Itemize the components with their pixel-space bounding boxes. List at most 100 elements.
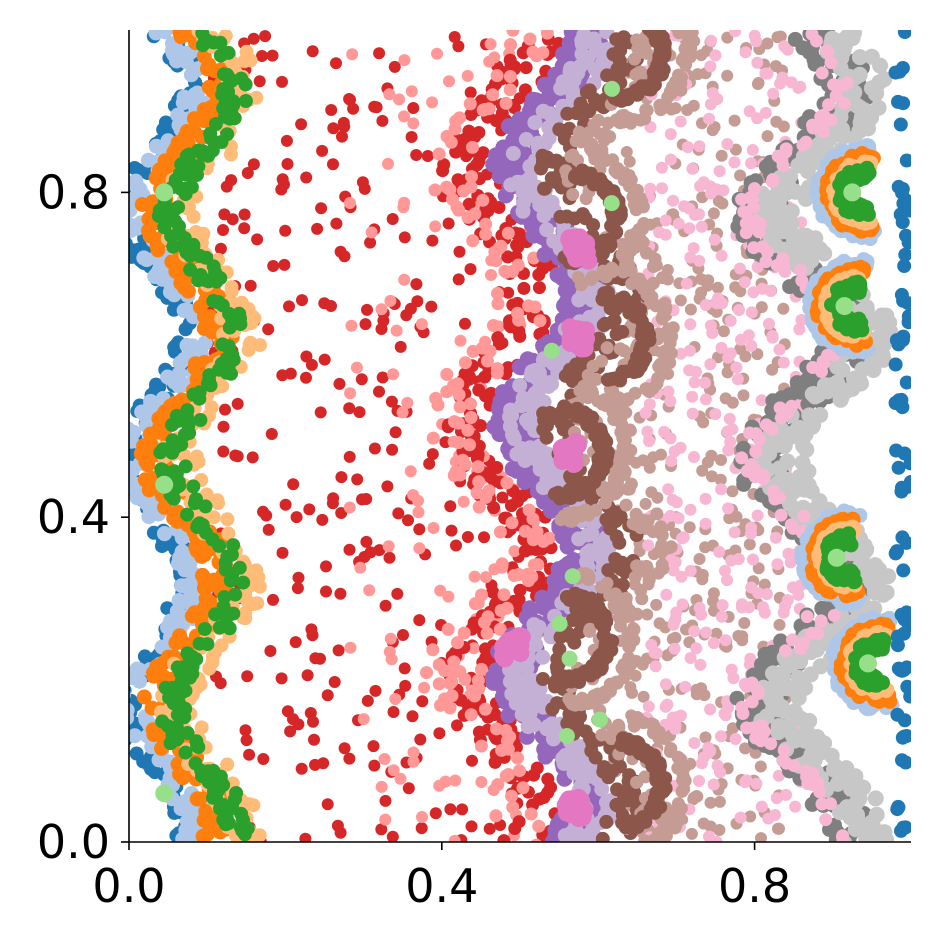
- red-point: [375, 823, 388, 836]
- tan-point: [726, 485, 739, 498]
- red-point: [275, 672, 288, 685]
- red-point: [381, 480, 394, 493]
- brown-point: [584, 743, 599, 758]
- light-pink-point: [719, 709, 732, 722]
- tan-point: [631, 518, 645, 532]
- tan-point: [628, 844, 641, 857]
- salmon-point: [363, 584, 376, 597]
- red-point: [450, 539, 462, 552]
- tan-point: [585, 270, 599, 284]
- light-pink-point: [779, 142, 793, 156]
- red-point: [464, 86, 477, 99]
- light-pink-point: [679, 680, 692, 693]
- light-pink-point: [656, 182, 668, 195]
- red-point: [383, 551, 396, 564]
- light-pink-point: [724, 314, 737, 327]
- light-pink-point: [745, 306, 758, 319]
- brown-point: [628, 10, 642, 24]
- brown-point: [578, 104, 593, 119]
- light-pink-point: [703, 112, 715, 125]
- brown-point: [633, 13, 647, 27]
- tan-point: [581, 391, 595, 405]
- brown-point: [613, 560, 628, 575]
- light-gray-point: [875, 586, 892, 603]
- red-point: [444, 803, 457, 816]
- red-point: [314, 652, 326, 665]
- brown-point: [617, 792, 632, 807]
- red-point: [239, 724, 252, 737]
- tan-point: [729, 281, 742, 294]
- light-gray-point: [839, 799, 855, 816]
- tan-point: [695, 49, 708, 62]
- light-pink-point: [699, 517, 712, 530]
- tan-point: [619, 433, 632, 447]
- red-point: [316, 513, 329, 526]
- light-pink-point: [796, 138, 810, 152]
- red-point: [462, 197, 476, 211]
- red-point: [330, 57, 342, 70]
- light-pink-point: [688, 376, 701, 389]
- brown-point: [570, 671, 585, 686]
- salmon-point: [499, 96, 513, 110]
- salmon-point: [350, 361, 363, 374]
- tan-point: [690, 790, 703, 802]
- brown-point: [534, 161, 548, 176]
- red-point: [459, 317, 471, 330]
- salmon-point: [457, 495, 470, 508]
- salmon-point: [488, 51, 501, 64]
- red-point: [470, 158, 484, 172]
- salmon-point: [426, 96, 439, 109]
- tan-point: [572, 125, 586, 139]
- salmon-point: [382, 157, 394, 170]
- red-point: [243, 748, 256, 761]
- salmon-point: [440, 367, 454, 381]
- tan-point: [650, 598, 663, 611]
- light-pink-point: [792, 81, 805, 94]
- tan-point: [637, 844, 650, 857]
- salmon-point: [383, 88, 396, 101]
- light-pink-point: [667, 618, 680, 631]
- light-pink-point: [693, 140, 706, 153]
- salmon-point: [476, 193, 490, 207]
- lavender-point: [555, 751, 571, 766]
- salmon-point: [354, 561, 367, 574]
- red-point: [238, 222, 251, 235]
- red-point: [278, 258, 291, 271]
- light-pink-point: [742, 329, 755, 342]
- lavender-point: [546, 731, 561, 747]
- tan-point: [699, 731, 712, 744]
- tan-point: [582, 570, 596, 584]
- salmon-point: [475, 776, 488, 788]
- tan-point: [603, 489, 617, 502]
- tan-point: [710, 627, 723, 640]
- salmon-point: [523, 32, 537, 46]
- red-point: [388, 60, 401, 73]
- lavender-point: [567, 741, 583, 757]
- light-green-point: [561, 650, 578, 667]
- light-pink-point: [745, 157, 758, 170]
- brown-point: [598, 451, 613, 466]
- red-point: [265, 428, 278, 440]
- salmon-point: [458, 672, 472, 686]
- salmon-point: [490, 362, 504, 376]
- brown-point: [626, 741, 641, 756]
- light-pink-point: [684, 652, 697, 664]
- red-point: [478, 531, 490, 544]
- brown-point: [599, 512, 614, 527]
- tan-point: [758, 578, 771, 591]
- light-pink-point: [715, 341, 728, 354]
- light-pink-point: [837, 96, 851, 110]
- red-point: [379, 794, 392, 807]
- salmon-point: [450, 200, 464, 214]
- red-point: [214, 242, 227, 255]
- lavender-point: [526, 617, 542, 633]
- light-pink-point: [824, 797, 837, 811]
- salmon-point: [432, 147, 446, 161]
- brown-point: [647, 805, 662, 820]
- tan-point: [645, 717, 659, 731]
- salmon-point: [452, 436, 465, 450]
- brown-point: [578, 597, 593, 611]
- red-point: [425, 300, 438, 313]
- light-pink-point: [774, 508, 788, 522]
